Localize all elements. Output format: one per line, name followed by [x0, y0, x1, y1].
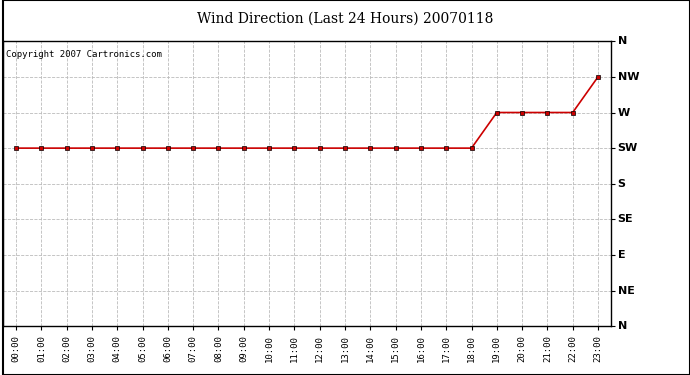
Text: SW: SW: [618, 143, 638, 153]
Text: S: S: [618, 179, 626, 189]
Text: N: N: [618, 321, 627, 331]
Text: Wind Direction (Last 24 Hours) 20070118: Wind Direction (Last 24 Hours) 20070118: [197, 11, 493, 25]
Text: E: E: [618, 250, 625, 260]
Text: W: W: [618, 108, 630, 117]
Text: N: N: [618, 36, 627, 46]
Text: Copyright 2007 Cartronics.com: Copyright 2007 Cartronics.com: [6, 50, 162, 59]
Text: NE: NE: [618, 286, 634, 296]
Text: NW: NW: [618, 72, 639, 82]
Text: SE: SE: [618, 214, 633, 224]
